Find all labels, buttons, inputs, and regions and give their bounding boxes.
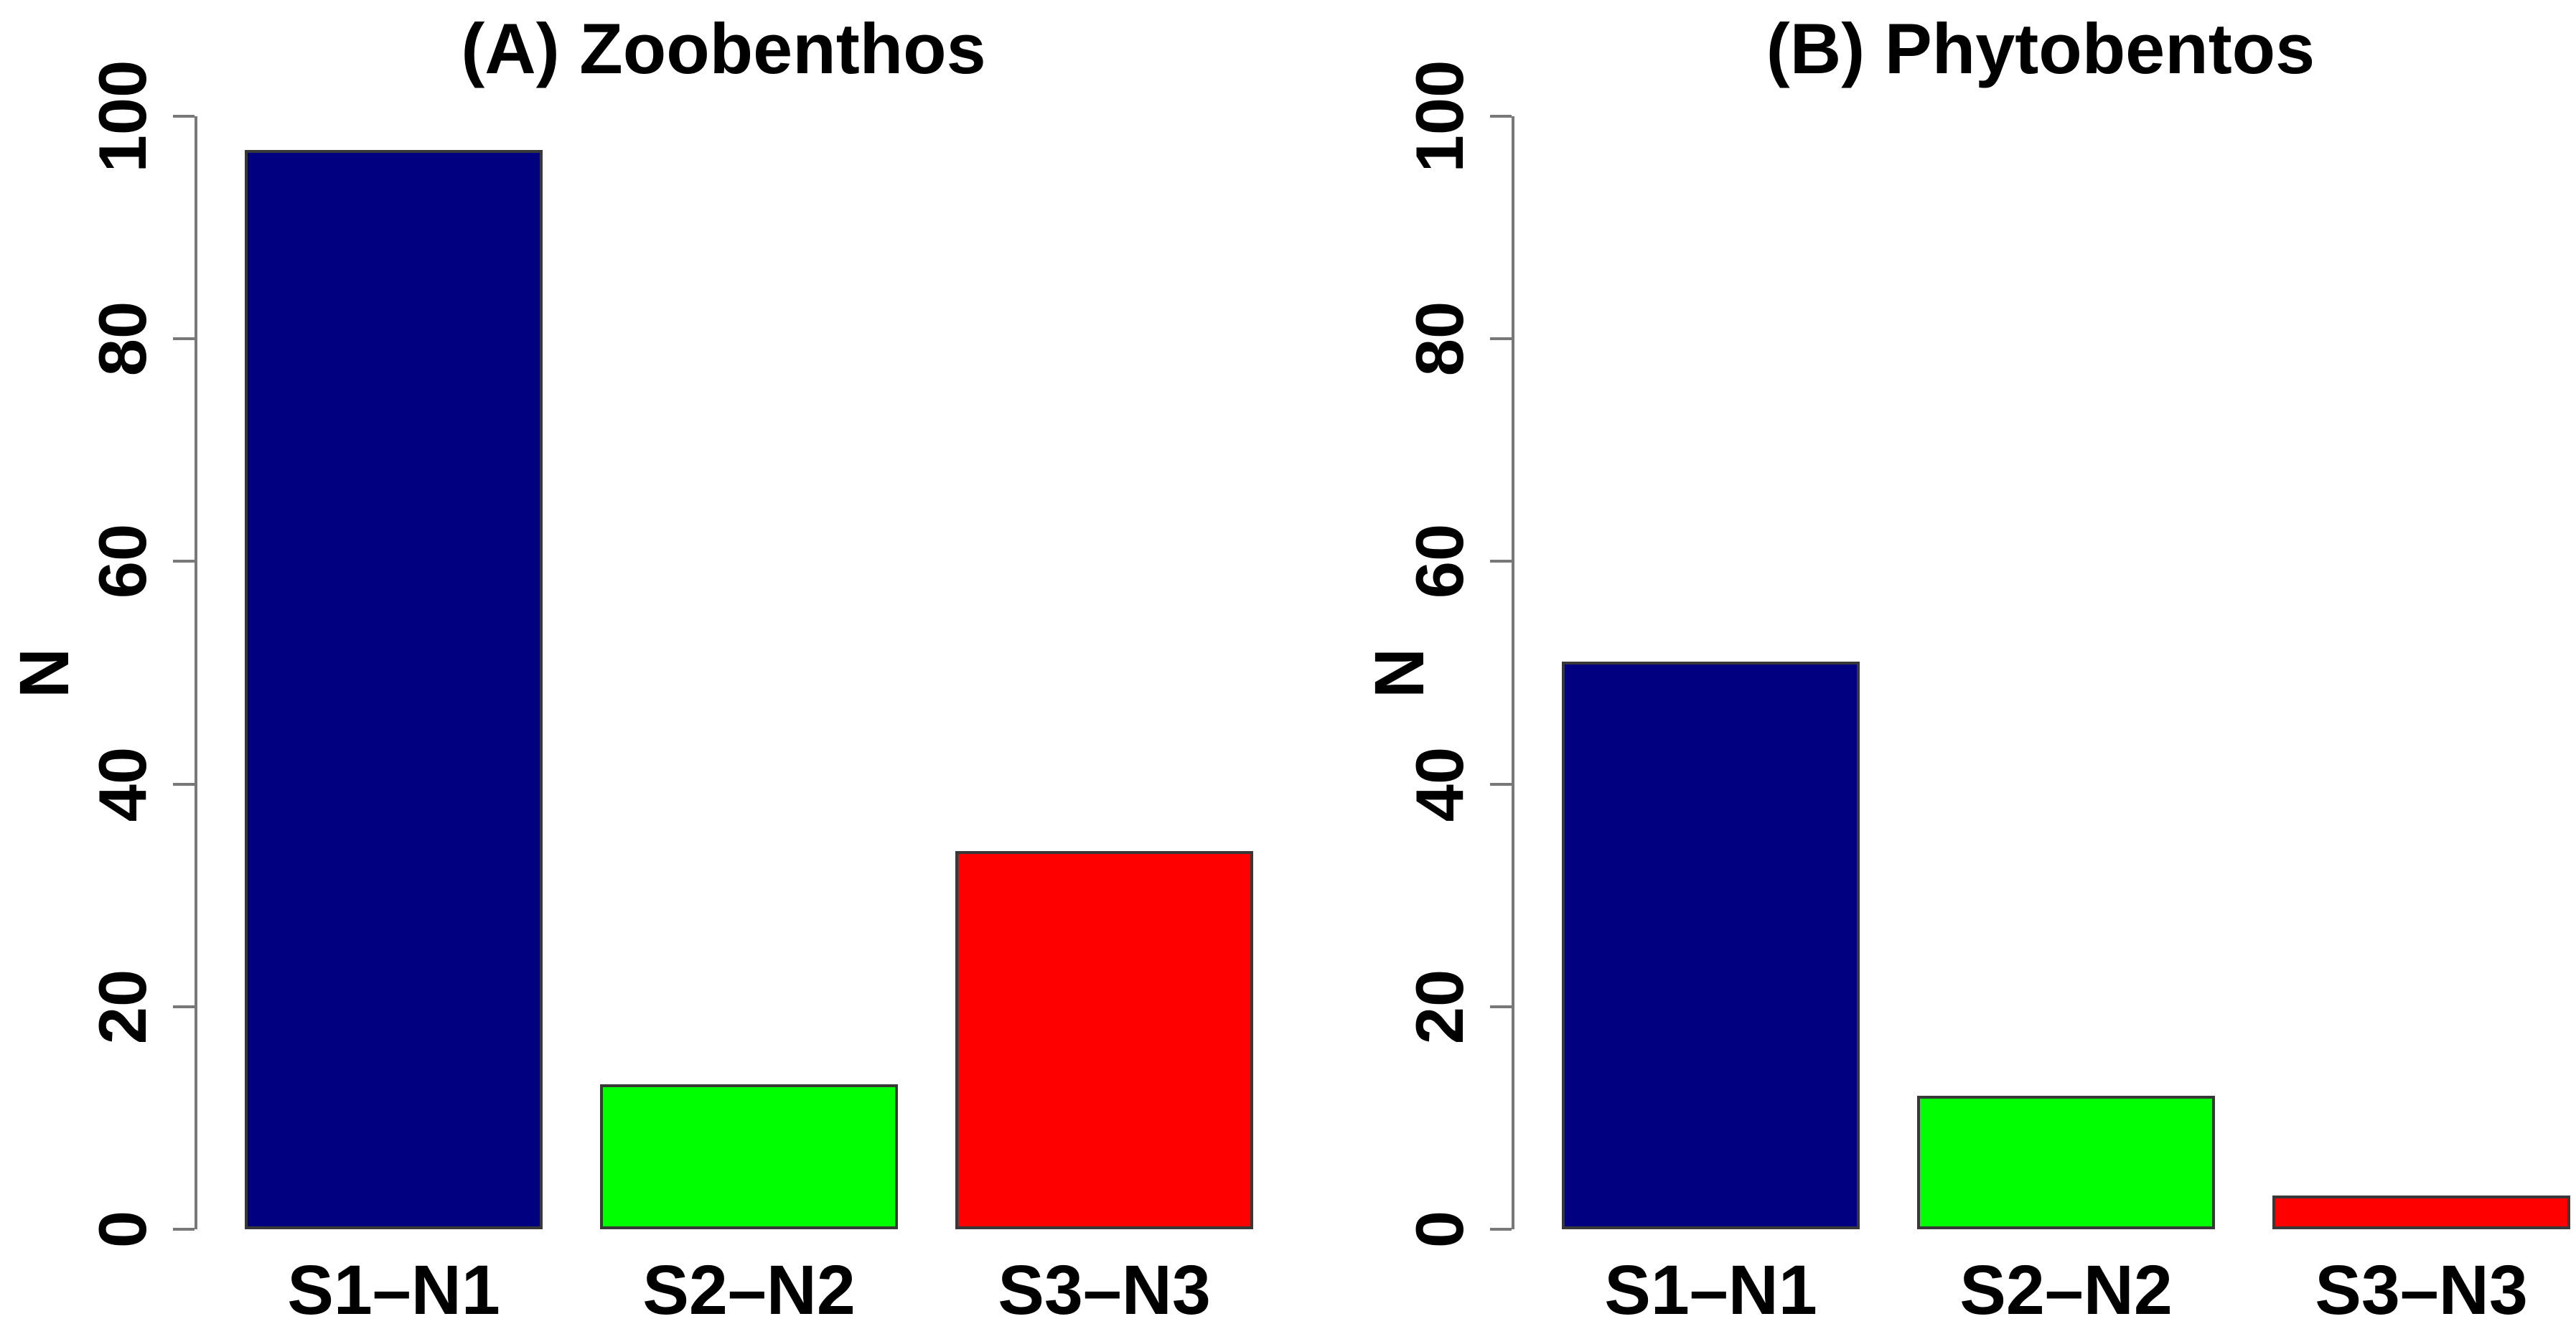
y-tick (1490, 560, 1512, 563)
y-tick (1490, 782, 1512, 786)
bar-S2–N2 (1917, 1096, 2215, 1229)
x-category-label: S3–N3 (998, 1251, 1211, 1329)
plot-area: 0 20 40 60 80 100 S1–N1 S2–N2 S3–N3 (85, 60, 1255, 1326)
y-tick (1490, 1228, 1512, 1231)
y-tick-label: 40 (1402, 746, 1477, 822)
y-tick-label: 0 (85, 1210, 160, 1249)
bar-S3–N3 (955, 851, 1253, 1229)
plot-area: 0 20 40 60 80 100 S1–N1 S2–N2 S3–N3 (1402, 60, 2572, 1326)
x-category-label: S2–N2 (1959, 1251, 2173, 1329)
y-tick (1490, 1005, 1512, 1008)
panel-zoobenthos: (A) Zoobenthos N 0 20 40 60 80 100 S1–N1 S2–N2… (5, 9, 1255, 1326)
x-category-label: S1–N1 (1604, 1251, 1817, 1329)
bar-S1–N1 (1562, 662, 1860, 1229)
y-tick-label: 80 (85, 301, 160, 377)
y-tick (173, 560, 195, 563)
y-tick (173, 115, 195, 118)
y-tick (173, 782, 195, 786)
bar-S3–N3 (2272, 1196, 2570, 1229)
y-tick-label: 20 (85, 969, 160, 1045)
y-tick-label: 100 (85, 60, 160, 173)
y-tick-label: 0 (1402, 1210, 1477, 1249)
y-tick-label: 60 (1402, 524, 1477, 599)
x-category-label: S1–N1 (287, 1251, 500, 1329)
y-tick-label: 80 (1402, 301, 1477, 377)
y-tick (173, 1005, 195, 1008)
bar-S2–N2 (600, 1084, 898, 1229)
y-tick (1490, 115, 1512, 118)
y-tick (173, 1228, 195, 1231)
panel-phytobentos: (B) Phytobentos N 0 20 40 60 80 100 S1–N1 S2–N… (1288, 0, 2576, 1329)
x-category-label: S3–N3 (2315, 1251, 2528, 1329)
y-tick-label: 60 (85, 524, 160, 599)
y-tick-label: 20 (1402, 969, 1477, 1045)
y-tick (1490, 337, 1512, 341)
y-tick (173, 337, 195, 341)
chart-title: (B) Phytobentos (1766, 9, 2315, 88)
x-category-label: S2–N2 (642, 1251, 856, 1329)
bar-S1–N1 (245, 150, 543, 1229)
chart-title: (A) Zoobenthos (461, 9, 986, 88)
y-tick-label: 40 (85, 746, 160, 822)
y-tick-label: 100 (1402, 60, 1477, 173)
